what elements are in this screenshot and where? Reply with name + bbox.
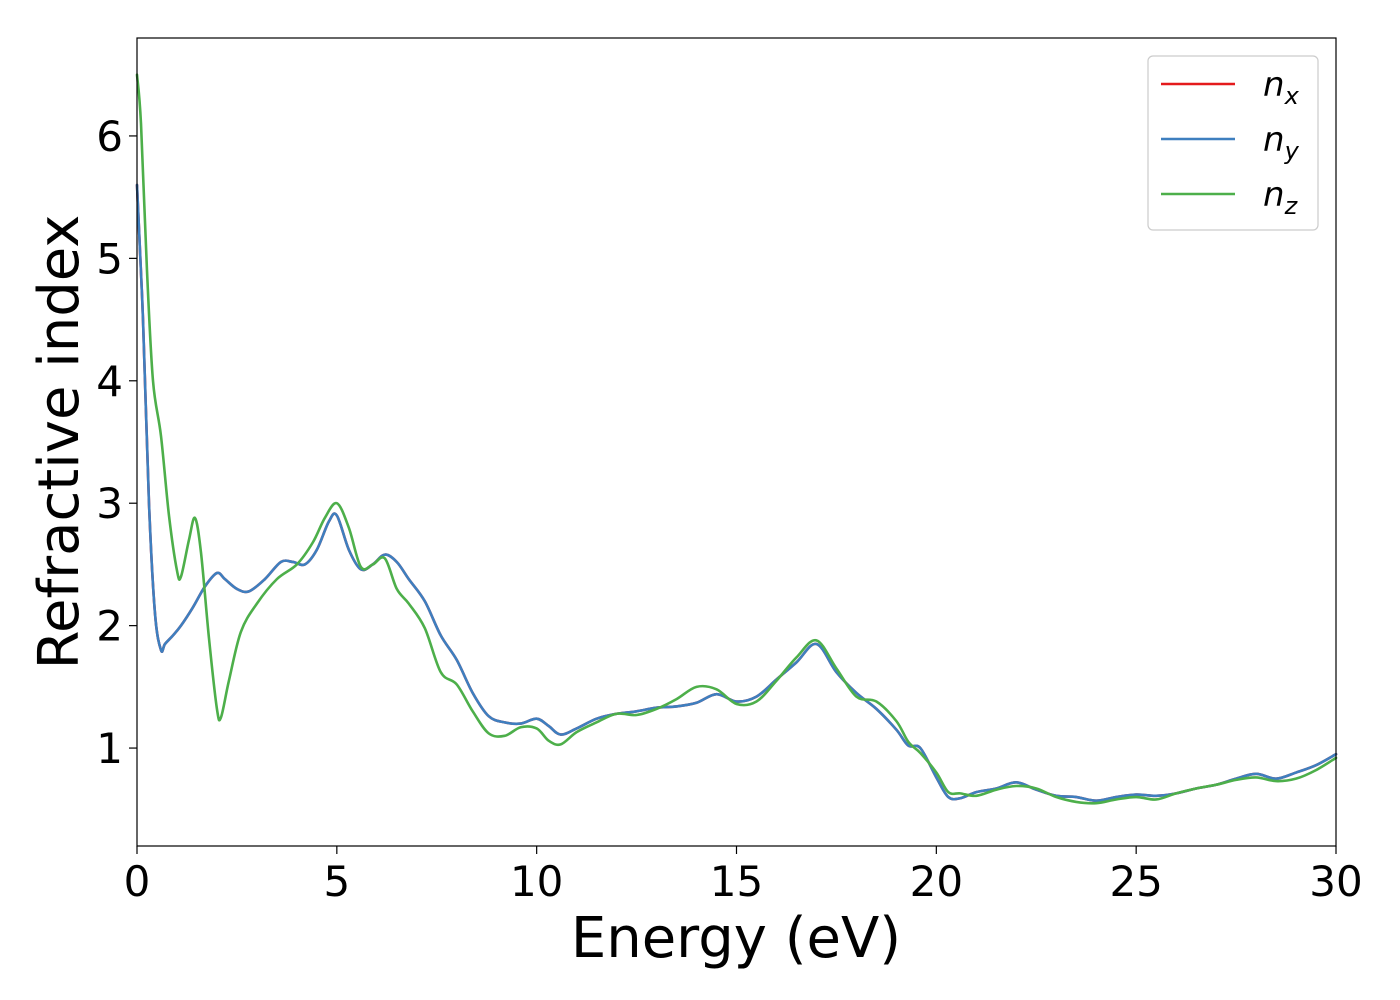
x-tick-label: 15	[710, 857, 763, 906]
plot-area	[137, 38, 1336, 846]
legend-label-z: nz	[1263, 175, 1299, 220]
y-tick-label: 2	[96, 602, 123, 651]
x-tick-label: 20	[910, 857, 963, 906]
legend: nx ny nz	[1147, 55, 1319, 231]
y-tick-label: 4	[96, 357, 123, 406]
series-line-y	[135, 183, 1338, 802]
x-tick-label: 5	[323, 857, 350, 906]
y-axis: 1 2 3 4 5 6	[96, 112, 137, 773]
series-layer	[135, 73, 1338, 805]
y-tick-label: 5	[96, 234, 123, 283]
x-tick-label: 10	[510, 857, 563, 906]
legend-label-x: nx	[1263, 65, 1300, 110]
y-axis-title: Refractive index	[27, 215, 92, 670]
series-line-z	[135, 73, 1338, 805]
x-tick-label: 30	[1309, 857, 1362, 906]
x-axis-title: Energy (eV)	[571, 906, 901, 971]
x-tick-label: 25	[1109, 857, 1162, 906]
x-tick-label: 0	[124, 857, 151, 906]
legend-label-y: ny	[1263, 120, 1300, 165]
y-tick-label: 6	[96, 112, 123, 161]
y-tick-label: 3	[96, 479, 123, 528]
legend-box	[1147, 55, 1319, 231]
y-tick-label: 1	[96, 724, 123, 773]
x-axis: 0 5 10 15 20 25 30	[124, 846, 1363, 906]
